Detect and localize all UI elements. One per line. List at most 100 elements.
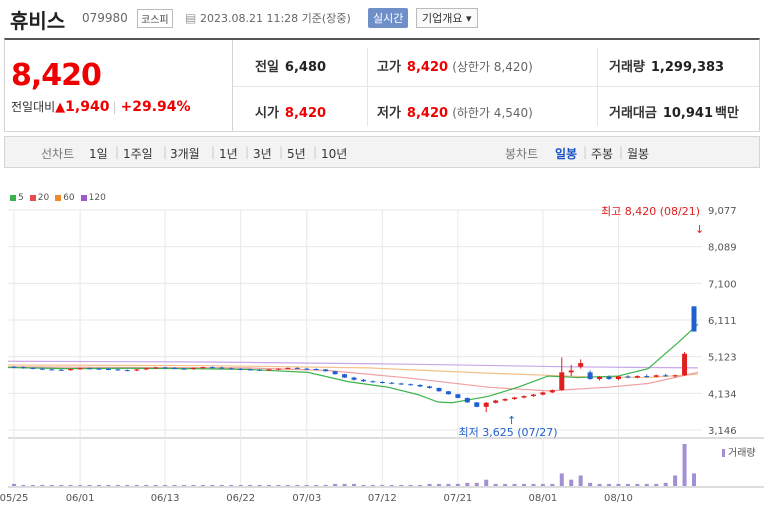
candle-body	[663, 375, 669, 377]
period-monthly[interactable]: 월봉	[627, 147, 650, 161]
volume-bar	[399, 484, 404, 486]
up-arrow-icon: ▲	[55, 100, 66, 115]
candle-body	[691, 306, 697, 332]
candle-body	[398, 383, 404, 385]
open-label: 시가	[255, 106, 279, 121]
moving-average-ma60	[7, 364, 699, 379]
candle-body	[257, 369, 263, 371]
candle-body	[323, 369, 329, 372]
low-annotation: 최저 3,625 (07/27)	[458, 426, 557, 439]
open-value: 8,420	[284, 106, 327, 121]
volume-bar	[607, 483, 611, 486]
calendar-icon: ▤	[185, 11, 197, 25]
volume-bar	[21, 484, 26, 486]
volume-bar	[503, 483, 508, 486]
candle-body	[77, 368, 83, 370]
volume-bar	[229, 484, 234, 486]
volume-bar	[380, 484, 385, 486]
volume-bar	[597, 483, 602, 486]
volume-bar	[474, 482, 479, 486]
divider	[233, 86, 759, 87]
x-tick-label: 07/12	[368, 493, 397, 504]
prev-close: 전일 6,480	[255, 56, 326, 75]
amount-unit: 백만	[715, 106, 739, 121]
quote-time: 2023.08.21 11:28 기준(장중)	[200, 12, 351, 25]
quote-panel: 8,420 전일대비▲1,940 | +29.94% 전일 6,480 고가 8,420…	[4, 38, 760, 132]
divider: |	[211, 145, 216, 159]
volume-bar	[163, 484, 168, 486]
low-arrow-icon: ↑	[507, 414, 516, 427]
volume-bar	[682, 444, 687, 486]
period-10y[interactable]: 10년	[321, 147, 348, 161]
candle-body	[653, 375, 659, 377]
y-tick-label: 3,146	[708, 426, 737, 437]
candle-body	[351, 377, 357, 380]
y-tick-label: 4,134	[708, 389, 737, 400]
candle-body	[39, 368, 45, 370]
volume-bar	[314, 484, 319, 486]
candle-body	[162, 367, 168, 369]
period-bar: 선차트 1일 | 1주일 | 3개월 | 1년 | 3년 | 5년 | 10년 …	[4, 136, 760, 168]
candle-body	[105, 369, 111, 371]
open-price: 시가 8,420	[255, 102, 326, 121]
period-weekly[interactable]: 주봉	[591, 147, 614, 161]
candle-body	[360, 379, 366, 382]
candle-body	[11, 366, 17, 368]
candle-body	[606, 376, 612, 380]
period-5y[interactable]: 5년	[287, 147, 306, 161]
volume-bar	[30, 484, 35, 486]
volume-bar	[673, 475, 678, 486]
candle-body	[370, 381, 376, 383]
candle-body	[30, 367, 36, 369]
header: 휴비스 079980 코스피 ▤ 2023.08.21 11:28 기준(장중)…	[0, 0, 764, 36]
period-1d[interactable]: 1일	[89, 147, 108, 161]
volume-label: 거래량	[728, 447, 756, 459]
volume-bar	[559, 473, 564, 486]
volume-bar	[427, 483, 432, 486]
legend-ma20: 20	[29, 193, 49, 203]
low-label: 저가	[377, 106, 401, 121]
period-1w[interactable]: 1주일	[123, 147, 153, 161]
company-info-dropdown[interactable]: 기업개요 ▾	[416, 8, 478, 28]
volume-bar	[40, 484, 45, 486]
realtime-button[interactable]: 실시간	[368, 8, 409, 28]
change-amount: 1,940	[65, 99, 110, 115]
upper-limit: (상한가 8,420)	[452, 60, 533, 74]
x-tick-label: 06/22	[226, 493, 255, 504]
candle-body	[209, 367, 215, 369]
volume-bar	[654, 483, 659, 486]
current-price: 8,420	[11, 58, 102, 93]
x-tick-label: 06/01	[66, 493, 95, 504]
volume-bar	[12, 483, 16, 486]
candle-body	[124, 370, 130, 372]
ma-legend: 5 20 60 120	[10, 193, 112, 203]
volume-bar	[153, 484, 158, 486]
candle-body	[549, 390, 555, 393]
candle-body	[512, 397, 518, 400]
legend-swatch	[10, 194, 16, 201]
legend-ma60: 60	[55, 193, 75, 203]
moving-average-ma20	[7, 366, 699, 392]
volume-bar	[437, 483, 441, 486]
volume-bar	[200, 484, 205, 486]
candle-body	[427, 386, 433, 388]
volume-bar	[550, 483, 555, 486]
volume-bar	[333, 483, 338, 486]
candle-body	[115, 369, 121, 371]
volume-bar	[219, 484, 224, 486]
period-3m[interactable]: 3개월	[170, 147, 200, 161]
high-value: 8,420	[406, 60, 449, 75]
candle-body	[181, 368, 187, 370]
candle-body	[436, 387, 442, 392]
volume-bar	[370, 484, 375, 486]
low-value: 8,420	[406, 106, 449, 121]
period-daily[interactable]: 일봉	[555, 147, 578, 161]
period-1y[interactable]: 1년	[219, 147, 238, 161]
candle-body	[68, 369, 74, 371]
change-label: 전일대비	[11, 100, 56, 114]
period-3y[interactable]: 3년	[253, 147, 272, 161]
candle-body	[408, 384, 414, 386]
volume-bar	[389, 484, 394, 486]
prev-close-label: 전일	[255, 60, 279, 75]
